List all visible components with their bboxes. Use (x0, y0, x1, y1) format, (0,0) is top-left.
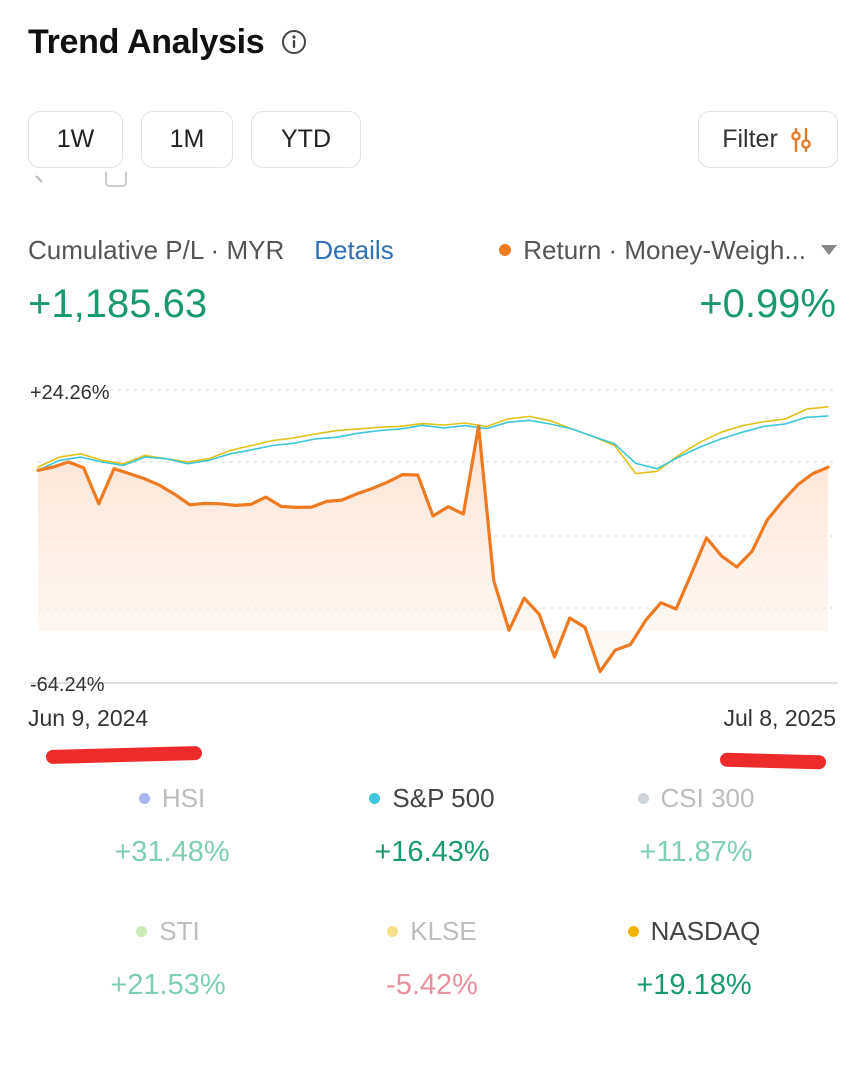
return-series-line (36, 424, 830, 674)
benchmark-value: +31.48% (114, 836, 230, 868)
benchmark-name: S&P 500 (288, 780, 576, 816)
benchmark-dot (369, 792, 381, 804)
benchmark-label: KLSE (410, 915, 477, 946)
benchmark-label: NASDAQ (650, 915, 761, 946)
nasdaq-series-line (37, 406, 829, 475)
sp500-series-line (37, 415, 829, 472)
benchmark-name: KLSE (288, 913, 576, 949)
benchmark-csi300[interactable]: CSI 300 +11.87% (552, 780, 840, 869)
benchmark-name: STI (24, 913, 312, 949)
benchmark-name: NASDAQ (550, 913, 838, 949)
caret-down-icon (821, 245, 837, 255)
benchmark-dot (136, 925, 148, 937)
scrolled-content-peek (35, 172, 127, 187)
return-value: +0.99% (699, 282, 836, 326)
period-selector: 1W 1M YTD (28, 111, 361, 168)
return-area-fill (38, 426, 828, 672)
benchmark-dot (387, 925, 399, 937)
trend-chart[interactable] (0, 370, 864, 700)
benchmark-dot (637, 792, 649, 804)
benchmark-value: +16.43% (374, 836, 490, 868)
benchmark-name: HSI (28, 780, 316, 816)
benchmark-dot (627, 925, 639, 937)
cumulative-pl-label: Cumulative P/L · MYR (28, 234, 285, 265)
return-type-dropdown[interactable]: Return · Money-Weigh... (499, 235, 838, 266)
header: Trend Analysis (28, 18, 308, 66)
y-axis-min-label: -64.24% (30, 674, 105, 696)
benchmark-dot (138, 792, 150, 804)
benchmark-label: STI (159, 915, 200, 946)
x-axis-start-date: Jun 9, 2024 (28, 705, 149, 731)
period-1m-button[interactable]: 1M (141, 111, 233, 168)
filter-label: Filter (722, 125, 778, 153)
benchmark-name: CSI 300 (552, 780, 840, 816)
benchmark-value: -5.42% (386, 969, 478, 1001)
page-title: Trend Analysis (28, 22, 265, 61)
period-1w-button[interactable]: 1W (28, 111, 123, 168)
filter-button[interactable]: Filter (698, 111, 838, 168)
benchmark-value: +19.18% (636, 969, 752, 1001)
redaction-mark-right (719, 752, 827, 770)
benchmark-value: +21.53% (110, 969, 226, 1001)
benchmark-klse[interactable]: KLSE -5.42% (288, 913, 576, 1002)
redaction-mark-left (45, 745, 203, 765)
info-icon[interactable] (280, 28, 308, 56)
benchmark-value: +11.87% (639, 836, 753, 868)
cumulative-pl-value: +1,185.63 (28, 282, 208, 326)
benchmark-label: CSI 300 (660, 782, 755, 813)
return-type-label: Return · Money-Weigh... (523, 234, 806, 265)
x-axis-end-date: Jul 8, 2025 (723, 705, 836, 731)
benchmark-label: S&P 500 (392, 782, 495, 813)
y-axis-max-label: +24.26% (30, 382, 110, 404)
summary-row: Cumulative P/L · MYR Details Return · Mo… (28, 228, 838, 272)
period-ytd-button[interactable]: YTD (251, 111, 361, 168)
benchmark-sti[interactable]: STI +21.53% (24, 913, 312, 1002)
sliders-icon (790, 127, 811, 152)
benchmark-nasdaq[interactable]: NASDAQ +19.18% (550, 913, 838, 1002)
details-link[interactable]: Details (314, 234, 394, 265)
benchmark-hsi[interactable]: HSI +31.48% (28, 780, 316, 869)
benchmark-sp500[interactable]: S&P 500 +16.43% (288, 780, 576, 869)
benchmark-label: HSI (161, 782, 206, 813)
trend-chart-svg (30, 389, 838, 684)
return-series-dot (499, 244, 512, 256)
